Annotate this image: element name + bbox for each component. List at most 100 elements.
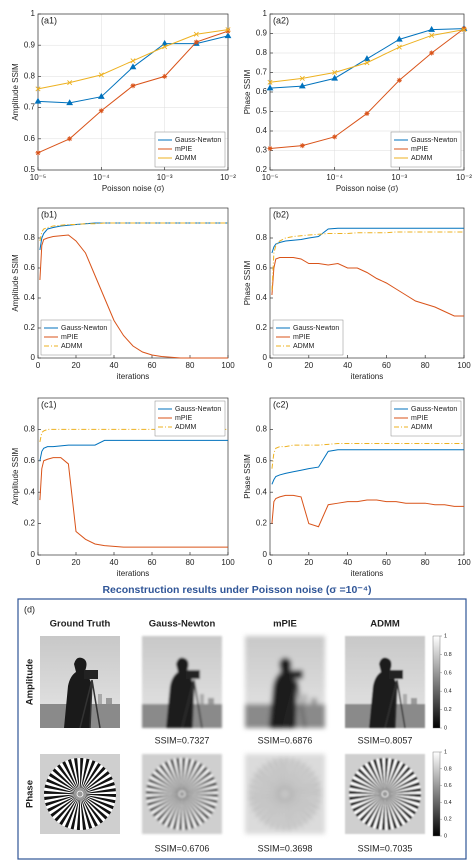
marker [193, 39, 199, 45]
panel-title: (c2) [273, 399, 289, 409]
ssim-label: SSIM=0.7035 [358, 843, 413, 853]
y-tick-label: 0 [31, 550, 36, 559]
y-tick-label: 0.9 [256, 29, 268, 38]
marker [331, 74, 339, 81]
x-tick-label: 10⁻⁴ [93, 173, 110, 182]
y-axis-label: Amplitude SSIM [11, 447, 20, 505]
marker [266, 84, 274, 91]
x-tick-label: 10⁻³ [157, 173, 173, 182]
x-tick-label: 60 [382, 361, 391, 370]
legend-label: ADMM [293, 343, 315, 350]
x-axis-label: iterations [351, 569, 383, 578]
y-tick-label: 0.6 [24, 456, 36, 465]
panel-title: (a1) [41, 15, 57, 25]
ssim-label: SSIM=0.7327 [155, 735, 210, 745]
marker [98, 108, 104, 114]
marker [429, 32, 435, 38]
panel-title: (c1) [41, 399, 57, 409]
x-tick-label: 80 [421, 361, 430, 370]
x-tick-label: 10⁻⁵ [30, 173, 46, 182]
y-tick-label: 0 [263, 353, 268, 362]
colorbar-tick-label: 0.4 [444, 689, 452, 695]
marker [66, 99, 74, 106]
y-tick-label: 0.3 [256, 146, 268, 155]
ssim-label: SSIM=0.3698 [258, 843, 313, 853]
colorbar-tick-label: 1 [444, 749, 447, 755]
column-header: ADMM [370, 619, 400, 630]
series-line [271, 227, 464, 254]
x-tick-label: 80 [421, 558, 430, 567]
series-line [39, 222, 228, 242]
x-tick-label: 100 [457, 361, 471, 370]
image-amplitude-mpie [245, 636, 325, 728]
axes-box [269, 207, 465, 359]
marker [298, 82, 306, 89]
colorbar [432, 635, 441, 729]
colorbar [432, 751, 441, 837]
panel-label: (d) [24, 604, 35, 614]
x-tick-label: 80 [186, 558, 195, 567]
marker [299, 143, 305, 149]
y-tick-label: 0.4 [24, 487, 36, 496]
series-line [39, 457, 228, 548]
series-line [271, 494, 464, 528]
y-tick-label: 1 [31, 9, 36, 18]
y-tick-label: 0 [31, 353, 36, 362]
legend-label: mPIE [175, 146, 192, 153]
x-tick-label: 20 [72, 558, 81, 567]
y-axis-label: Amplitude SSIM [11, 254, 20, 312]
series-line [271, 257, 464, 317]
y-tick-label: 0.8 [256, 48, 268, 57]
legend-label: Gauss-Newton [61, 325, 107, 332]
marker [98, 72, 104, 78]
x-axis-label: Poisson noise (σ) [102, 184, 165, 193]
marker [395, 35, 403, 42]
axes-box [37, 207, 229, 359]
x-axis-label: iterations [117, 569, 149, 578]
marker [129, 63, 137, 70]
x-tick-label: 40 [110, 558, 119, 567]
x-tick-label: 10⁻² [456, 173, 472, 182]
ssim-label: SSIM=0.6706 [155, 843, 210, 853]
marker [162, 73, 168, 79]
y-tick-label: 0.2 [256, 323, 268, 332]
legend-label: ADMM [61, 343, 83, 350]
y-tick-label: 0.8 [24, 72, 36, 81]
marker [299, 75, 305, 81]
y-tick-label: 0.9 [24, 40, 36, 49]
marker [193, 31, 199, 37]
y-tick-label: 0.4 [24, 293, 36, 302]
x-axis-label: iterations [351, 372, 383, 381]
series-line [39, 439, 228, 461]
y-tick-label: 1 [263, 9, 268, 18]
image-phase-mpie [245, 754, 325, 834]
x-tick-label: 10⁻² [220, 173, 236, 182]
x-tick-label: 0 [36, 558, 41, 567]
column-header: mPIE [273, 619, 297, 630]
colorbar-tick-label: 0.4 [444, 800, 452, 806]
y-tick-label: 0.6 [24, 134, 36, 143]
marker [35, 86, 41, 92]
y-tick-label: 0.7 [256, 68, 268, 77]
y-tick-label: 0.2 [24, 519, 36, 528]
x-tick-label: 10⁻⁴ [326, 173, 343, 182]
colorbar-tick-label: 0.2 [444, 707, 452, 713]
colorbar-tick-label: 0.6 [444, 670, 452, 676]
marker [332, 134, 338, 140]
marker [363, 55, 371, 62]
x-tick-label: 40 [343, 558, 352, 567]
axes-box [37, 13, 229, 171]
x-tick-label: 20 [304, 558, 313, 567]
marker [161, 39, 169, 46]
panel-title: (b2) [273, 209, 289, 219]
marker [461, 26, 467, 32]
series-line [271, 443, 464, 469]
y-tick-label: 0.4 [256, 487, 268, 496]
x-tick-label: 60 [382, 558, 391, 567]
x-tick-label: 60 [148, 558, 157, 567]
y-tick-label: 0.6 [256, 456, 268, 465]
legend-label: mPIE [175, 415, 192, 422]
image-phase-gn [142, 754, 222, 834]
y-tick-label: 0.2 [24, 323, 36, 332]
marker [396, 77, 402, 83]
